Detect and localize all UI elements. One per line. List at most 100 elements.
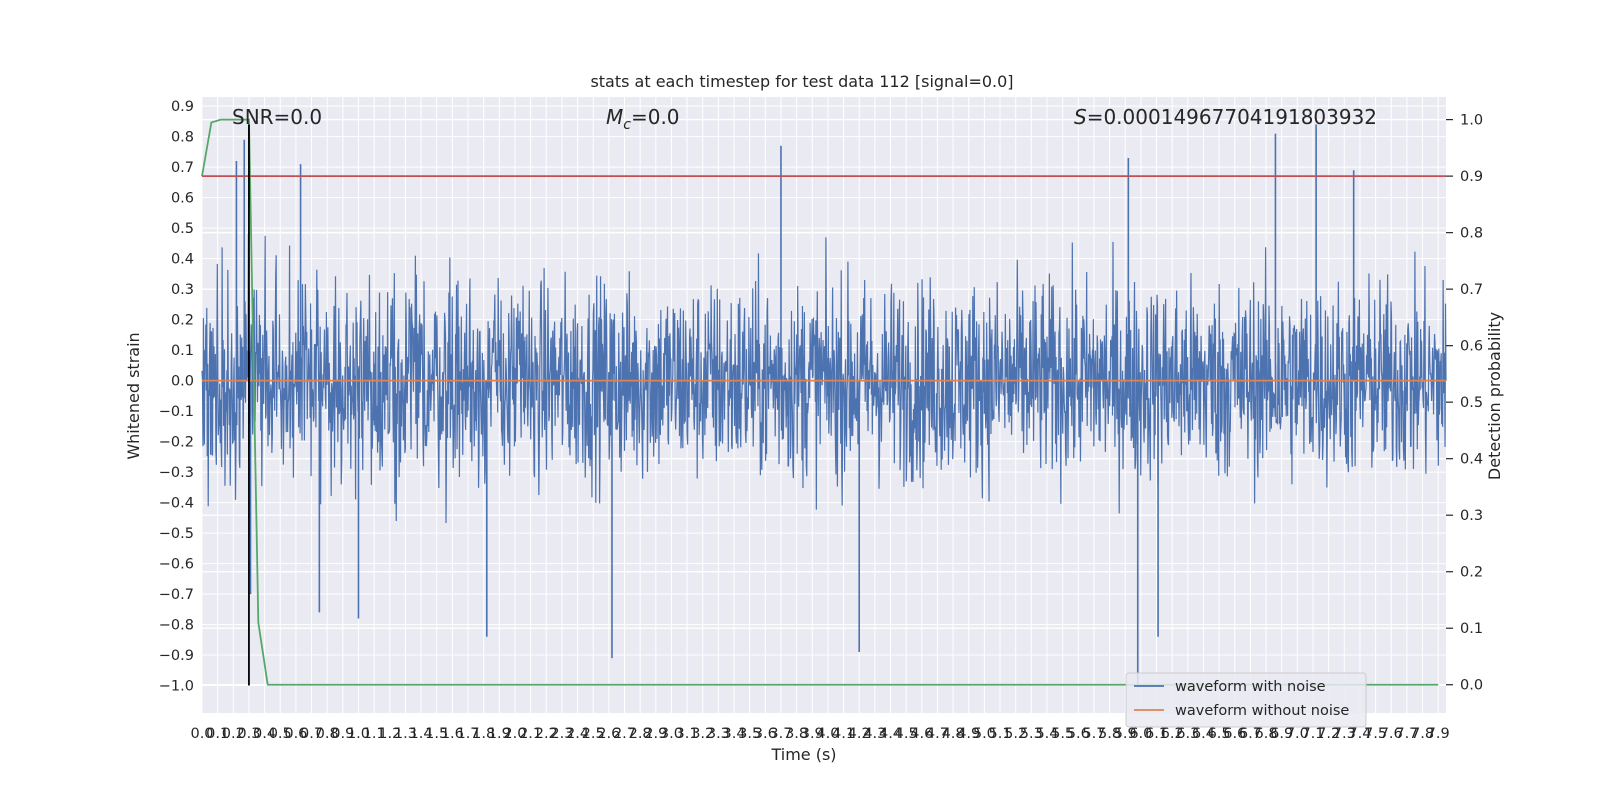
x-tick-label: 4.6 bbox=[910, 726, 933, 742]
x-tick-label: 6.5 bbox=[1208, 726, 1231, 742]
x-tick-label: 1.1 bbox=[363, 726, 386, 742]
ticks: 0.00.10.20.30.40.50.60.70.80.91.01.11.21… bbox=[159, 99, 1483, 742]
legend-label-clean: waveform without noise bbox=[1175, 703, 1349, 719]
y-axis-label: Whitened strain bbox=[124, 332, 143, 459]
x-tick-label: 5.6 bbox=[1067, 726, 1090, 742]
legend-box bbox=[1125, 672, 1367, 728]
snr-annotation: SNR=0.0 bbox=[232, 105, 322, 129]
x-tick-label: 1.8 bbox=[472, 726, 495, 742]
x-tick-label: 5.2 bbox=[1004, 726, 1027, 742]
x-tick-label: 3.2 bbox=[691, 726, 714, 742]
y-tick-label: −0.6 bbox=[159, 557, 194, 573]
y2-tick-label: 0.0 bbox=[1460, 678, 1483, 694]
y-tick-label: 0.2 bbox=[171, 313, 194, 329]
x-tick-label: 0.5 bbox=[269, 726, 292, 742]
x-tick-label: 5.7 bbox=[1082, 726, 1105, 742]
x-tick-label: 5.9 bbox=[1114, 726, 1137, 742]
y-tick-label: 0.3 bbox=[171, 282, 194, 298]
y2-tick-label: 0.4 bbox=[1460, 452, 1483, 468]
x-tick-label: 1.4 bbox=[410, 726, 433, 742]
y2-axis-label: Detection probability bbox=[1485, 312, 1504, 480]
x-tick-label: 3.6 bbox=[754, 726, 777, 742]
x-tick-label: 0.2 bbox=[222, 726, 245, 742]
x-tick-label: 3.1 bbox=[676, 726, 699, 742]
x-tick-label: 7.8 bbox=[1411, 726, 1434, 742]
x-tick-label: 0.4 bbox=[253, 726, 276, 742]
y2-tick-label: 0.2 bbox=[1460, 565, 1483, 581]
y-tick-label: −0.7 bbox=[159, 587, 194, 603]
x-tick-label: 7.1 bbox=[1301, 726, 1324, 742]
plot-background bbox=[202, 97, 1446, 713]
x-tick-label: 6.7 bbox=[1239, 726, 1262, 742]
x-tick-label: 7.9 bbox=[1427, 726, 1450, 742]
y-tick-label: −0.2 bbox=[159, 435, 194, 451]
y-tick-label: −1.0 bbox=[159, 679, 194, 695]
x-tick-label: 0.6 bbox=[284, 726, 307, 742]
x-tick-label: 1.5 bbox=[425, 726, 448, 742]
x-tick-label: 4.8 bbox=[942, 726, 965, 742]
x-tick-label: 4.2 bbox=[848, 726, 871, 742]
x-tick-label: 2.9 bbox=[644, 726, 667, 742]
waveform-with-noise-line bbox=[201, 233, 1447, 524]
x-tick-label: 7.2 bbox=[1317, 726, 1340, 742]
x-tick-label: 0.8 bbox=[316, 726, 339, 742]
x-tick-label: 6.9 bbox=[1270, 726, 1293, 742]
y2-tick-label: 0.6 bbox=[1460, 339, 1483, 355]
x-tick-label: 5.3 bbox=[1020, 726, 1043, 742]
y-tick-label: 0.4 bbox=[171, 252, 194, 268]
y-tick-label: −0.3 bbox=[159, 465, 194, 481]
x-tick-label: 1.9 bbox=[488, 726, 511, 742]
x-tick-label: 6.6 bbox=[1223, 726, 1246, 742]
x-tick-label: 4.7 bbox=[926, 726, 949, 742]
x-tick-label: 6.4 bbox=[1192, 726, 1215, 742]
x-tick-label: 7.6 bbox=[1380, 726, 1403, 742]
x-tick-label: 2.0 bbox=[503, 726, 526, 742]
y2-tick-label: 0.1 bbox=[1460, 621, 1483, 637]
x-tick-label: 6.2 bbox=[1161, 726, 1184, 742]
x-tick-label: 6.0 bbox=[1129, 726, 1152, 742]
x-tick-label: 2.8 bbox=[629, 726, 652, 742]
x-tick-label: 2.6 bbox=[597, 726, 620, 742]
x-tick-label: 6.1 bbox=[1145, 726, 1168, 742]
x-tick-label: 3.9 bbox=[801, 726, 824, 742]
y-tick-label: 0.7 bbox=[171, 160, 194, 176]
x-tick-label: 0.7 bbox=[300, 726, 323, 742]
x-tick-label: 0.9 bbox=[331, 726, 354, 742]
x-tick-label: 7.3 bbox=[1333, 726, 1356, 742]
y-tick-label: 0.6 bbox=[171, 191, 194, 207]
x-tick-label: 4.0 bbox=[816, 726, 839, 742]
y2-tick-label: 0.3 bbox=[1460, 508, 1483, 524]
y-tick-label: −0.1 bbox=[159, 404, 194, 420]
x-tick-label: 1.7 bbox=[456, 726, 479, 742]
noise-series bbox=[201, 124, 1447, 686]
x-tick-label: 6.8 bbox=[1255, 726, 1278, 742]
x-tick-label: 5.0 bbox=[973, 726, 996, 742]
x-tick-label: 5.5 bbox=[1051, 726, 1074, 742]
y-tick-label: −0.4 bbox=[159, 496, 194, 512]
y2-tick-label: 0.9 bbox=[1460, 169, 1483, 185]
x-tick-label: 2.5 bbox=[582, 726, 605, 742]
y-tick-label: −0.8 bbox=[159, 618, 194, 634]
x-tick-label: 3.7 bbox=[769, 726, 792, 742]
x-tick-label: 5.1 bbox=[989, 726, 1012, 742]
x-tick-label: 0.0 bbox=[190, 726, 213, 742]
x-tick-label: 3.4 bbox=[722, 726, 745, 742]
x-tick-label: 2.3 bbox=[550, 726, 573, 742]
mc-annotation: Mc=0.0 bbox=[606, 105, 680, 133]
x-tick-label: 1.2 bbox=[378, 726, 401, 742]
y-tick-label: 0.9 bbox=[171, 99, 194, 115]
x-tick-label: 0.3 bbox=[237, 726, 260, 742]
x-tick-label: 4.4 bbox=[879, 726, 902, 742]
y2-tick-label: 0.7 bbox=[1460, 282, 1483, 298]
x-tick-label: 2.7 bbox=[613, 726, 636, 742]
x-tick-label: 1.0 bbox=[347, 726, 370, 742]
y-tick-label: −0.5 bbox=[159, 526, 194, 542]
x-tick-label: 5.4 bbox=[1035, 726, 1058, 742]
chart-title: stats at each timestep for test data 112… bbox=[590, 72, 1013, 91]
detection-probability-line bbox=[201, 118, 1439, 686]
x-tick-label: 7.0 bbox=[1286, 726, 1309, 742]
y2-tick-label: 0.8 bbox=[1460, 226, 1483, 242]
x-tick-label: 3.5 bbox=[738, 726, 761, 742]
s-annotation: S=0.00014967704191803932 bbox=[1074, 105, 1377, 129]
x-tick-label: 2.1 bbox=[519, 726, 542, 742]
